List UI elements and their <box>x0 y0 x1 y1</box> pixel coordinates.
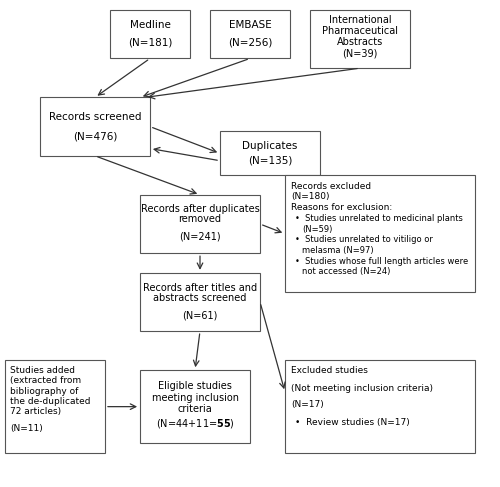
Text: (N=256): (N=256) <box>228 38 272 48</box>
Text: bibliography of: bibliography of <box>10 387 78 395</box>
Text: Records excluded: Records excluded <box>291 182 371 190</box>
FancyBboxPatch shape <box>220 131 320 175</box>
Text: •  Studies whose full length articles were: • Studies whose full length articles wer… <box>295 257 468 265</box>
Text: (N=39): (N=39) <box>342 49 378 58</box>
Text: (Not meeting inclusion criteria): (Not meeting inclusion criteria) <box>291 384 433 393</box>
Text: Records screened: Records screened <box>49 112 142 122</box>
Text: •  Studies unrelated to vitiligo or: • Studies unrelated to vitiligo or <box>295 235 433 244</box>
Text: •  Studies unrelated to medicinal plants: • Studies unrelated to medicinal plants <box>295 214 463 223</box>
Text: Studies added: Studies added <box>10 366 75 375</box>
Text: removed: removed <box>178 214 222 224</box>
Text: Records after duplicates: Records after duplicates <box>140 205 260 214</box>
FancyBboxPatch shape <box>140 195 260 253</box>
FancyBboxPatch shape <box>5 360 105 453</box>
Text: International: International <box>328 16 392 25</box>
Text: (N=241): (N=241) <box>179 231 221 241</box>
Text: Duplicates: Duplicates <box>242 141 298 151</box>
Text: (N=180): (N=180) <box>291 192 330 201</box>
FancyBboxPatch shape <box>140 273 260 331</box>
Text: •  Review studies (N=17): • Review studies (N=17) <box>295 418 410 427</box>
FancyBboxPatch shape <box>140 370 250 443</box>
Text: 72 articles): 72 articles) <box>10 407 61 416</box>
Text: meeting inclusion: meeting inclusion <box>152 393 238 403</box>
Text: (N=181): (N=181) <box>128 38 172 48</box>
FancyBboxPatch shape <box>285 175 475 292</box>
Text: (N=17): (N=17) <box>291 400 324 409</box>
Text: Pharmaceutical: Pharmaceutical <box>322 26 398 36</box>
Text: Abstracts: Abstracts <box>337 37 383 47</box>
FancyBboxPatch shape <box>310 10 410 68</box>
Text: Excluded studies: Excluded studies <box>291 366 368 375</box>
Text: the de-duplicated: the de-duplicated <box>10 397 90 406</box>
Text: (N=476): (N=476) <box>73 131 117 141</box>
FancyBboxPatch shape <box>210 10 290 58</box>
Text: not accessed (N=24): not accessed (N=24) <box>302 267 390 276</box>
Text: abstracts screened: abstracts screened <box>154 293 246 303</box>
Text: (N=135): (N=135) <box>248 156 292 166</box>
FancyBboxPatch shape <box>40 97 150 156</box>
Text: melasma (N=97): melasma (N=97) <box>302 246 374 255</box>
Text: (N=11): (N=11) <box>10 424 43 432</box>
Text: (N=59): (N=59) <box>302 225 332 233</box>
Text: (N=44+11=$\mathbf{55}$): (N=44+11=$\mathbf{55}$) <box>156 417 234 430</box>
FancyBboxPatch shape <box>110 10 190 58</box>
FancyBboxPatch shape <box>285 360 475 453</box>
Text: (N=61): (N=61) <box>182 311 218 320</box>
Text: criteria: criteria <box>178 404 212 414</box>
Text: Records after titles and: Records after titles and <box>143 283 257 293</box>
Text: Reasons for exclusion:: Reasons for exclusion: <box>291 203 392 212</box>
Text: Medline: Medline <box>130 20 170 30</box>
Text: (extracted from: (extracted from <box>10 376 81 385</box>
Text: EMBASE: EMBASE <box>228 20 272 30</box>
Text: Eligible studies: Eligible studies <box>158 381 232 391</box>
